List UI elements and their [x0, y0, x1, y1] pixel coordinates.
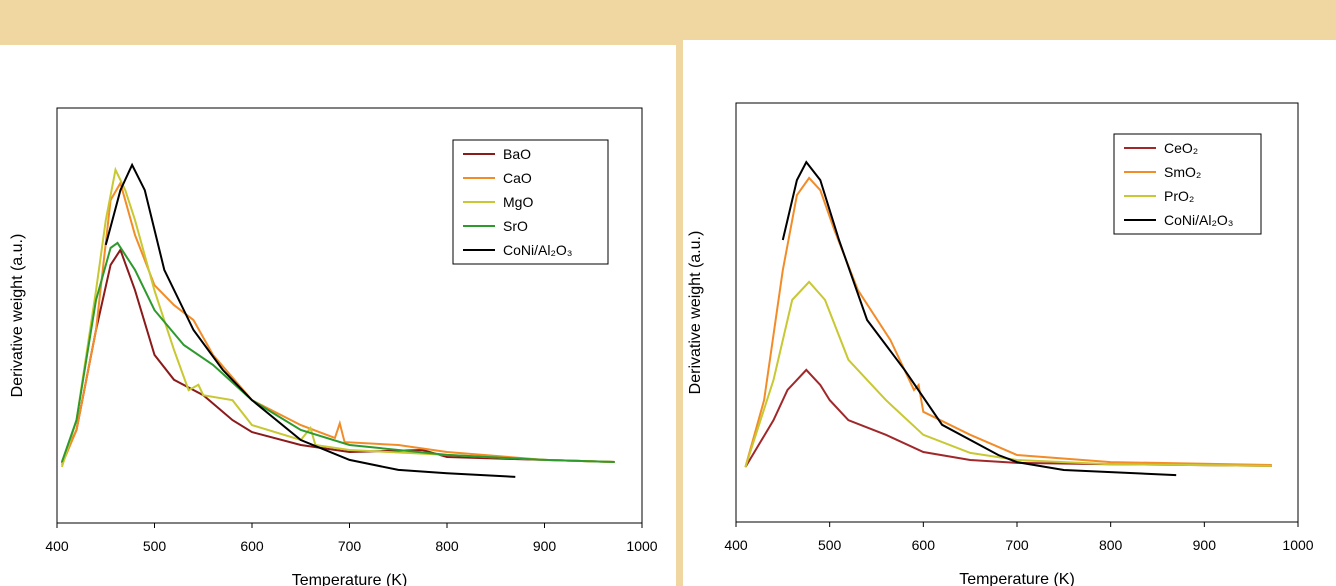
x-tick-label: 900	[1193, 537, 1217, 553]
legend-label: CoNi/Al₂O₃	[503, 242, 572, 258]
series-line	[781, 160, 1177, 477]
x-tick-label: 900	[533, 538, 557, 554]
legend-box	[1113, 133, 1262, 235]
x-tick-label: 700	[338, 538, 362, 554]
series-line	[60, 241, 615, 463]
x-tick-label: 600	[240, 538, 264, 554]
x-tick-label: 800	[435, 538, 459, 554]
legend-label: CaO	[503, 170, 532, 186]
series-line	[744, 280, 1272, 468]
x-axis-label: Temperature (K)	[959, 571, 1075, 586]
series-line	[744, 176, 1272, 468]
series-line	[60, 166, 615, 468]
legend-label: SmO₂	[1164, 164, 1201, 180]
legend-label: CoNi/Al₂O₃	[1164, 212, 1233, 228]
series-line	[104, 162, 516, 478]
x-tick-label: 600	[912, 537, 936, 553]
x-tick-label: 700	[1005, 537, 1029, 553]
x-tick-label: 500	[818, 537, 842, 553]
legend-label: SrO	[503, 218, 528, 234]
legend-label: PrO₂	[1164, 188, 1194, 204]
x-tick-label: 400	[45, 538, 69, 554]
legend-label: CeO₂	[1164, 140, 1198, 156]
x-axis-label: Temperature (K)	[292, 572, 408, 586]
x-tick-label: 1000	[1282, 537, 1313, 553]
legend-label: MgO	[503, 194, 533, 210]
x-tick-label: 400	[724, 537, 748, 553]
panel	[683, 40, 1336, 586]
x-tick-label: 800	[1099, 537, 1123, 553]
y-axis-label: Derivative weight (a.u.)	[9, 234, 26, 398]
x-tick-label: 1000	[626, 538, 657, 554]
legend-label: BaO	[503, 146, 531, 162]
x-tick-label: 500	[143, 538, 167, 554]
y-axis-label: Derivative weight (a.u.)	[687, 231, 704, 395]
panel	[0, 45, 676, 586]
